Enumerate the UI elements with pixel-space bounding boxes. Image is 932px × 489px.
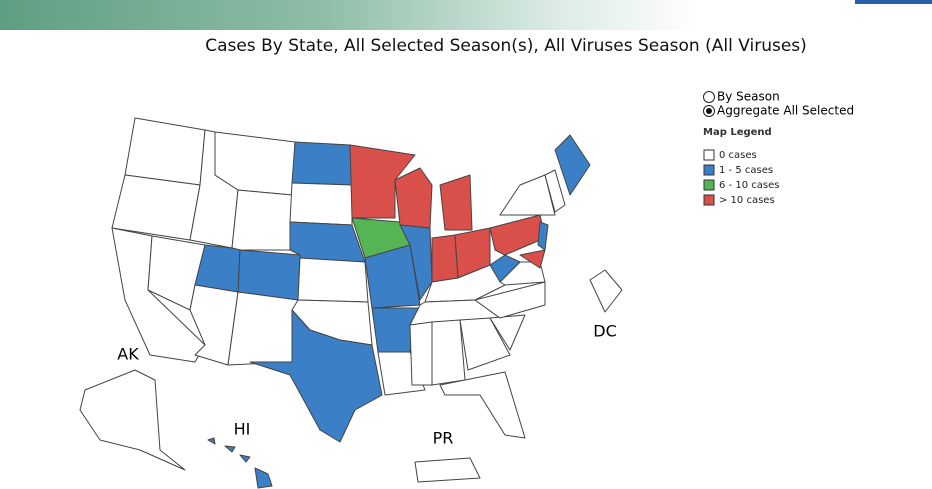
title: Cases By State, All Selected Season(s), … <box>205 36 807 56</box>
legend-swatch <box>703 179 715 191</box>
state <box>489 214 546 256</box>
states: AK HI PR DC <box>79 117 623 489</box>
state <box>459 317 511 371</box>
state <box>414 457 481 483</box>
legend-label: 0 cases <box>719 150 757 161</box>
state <box>227 291 299 366</box>
state <box>394 167 433 229</box>
radio-label[interactable]: Aggregate All Selected <box>717 104 854 118</box>
state <box>431 319 466 386</box>
state <box>124 117 206 186</box>
state <box>239 454 251 463</box>
legend-title: Map Legend <box>703 127 772 138</box>
radio-label[interactable]: By Season <box>717 90 780 104</box>
legend-swatch <box>703 194 715 206</box>
state <box>297 257 369 303</box>
region-label: AK <box>117 345 139 364</box>
state <box>537 221 549 251</box>
radio-button[interactable] <box>703 91 715 103</box>
state <box>399 224 433 301</box>
state <box>349 144 416 219</box>
state <box>544 169 566 213</box>
state <box>289 221 366 263</box>
legend-label: 6 - 10 cases <box>719 180 779 191</box>
state <box>289 182 353 226</box>
state <box>439 371 526 439</box>
state <box>231 189 293 251</box>
state <box>519 249 546 269</box>
state <box>431 234 459 283</box>
state <box>79 369 186 471</box>
legend-label: 1 - 5 cases <box>719 165 773 176</box>
state <box>207 437 216 445</box>
region-label: DC <box>593 322 617 341</box>
state <box>474 281 546 319</box>
state <box>291 141 353 186</box>
state <box>489 254 521 283</box>
state <box>254 467 273 489</box>
legend-label: > 10 cases <box>719 195 775 206</box>
state <box>439 174 473 231</box>
state <box>237 249 301 301</box>
state <box>554 134 591 196</box>
radio-dot <box>706 108 712 114</box>
state <box>249 309 383 443</box>
state <box>409 321 433 386</box>
legend-swatch <box>703 149 715 161</box>
state <box>489 314 526 351</box>
banner-logo <box>855 0 932 4</box>
region-label: HI <box>234 420 251 439</box>
state <box>224 445 236 453</box>
banner <box>0 0 932 30</box>
state <box>589 269 623 313</box>
legend-swatch <box>703 164 715 176</box>
region-label: PR <box>433 429 454 448</box>
